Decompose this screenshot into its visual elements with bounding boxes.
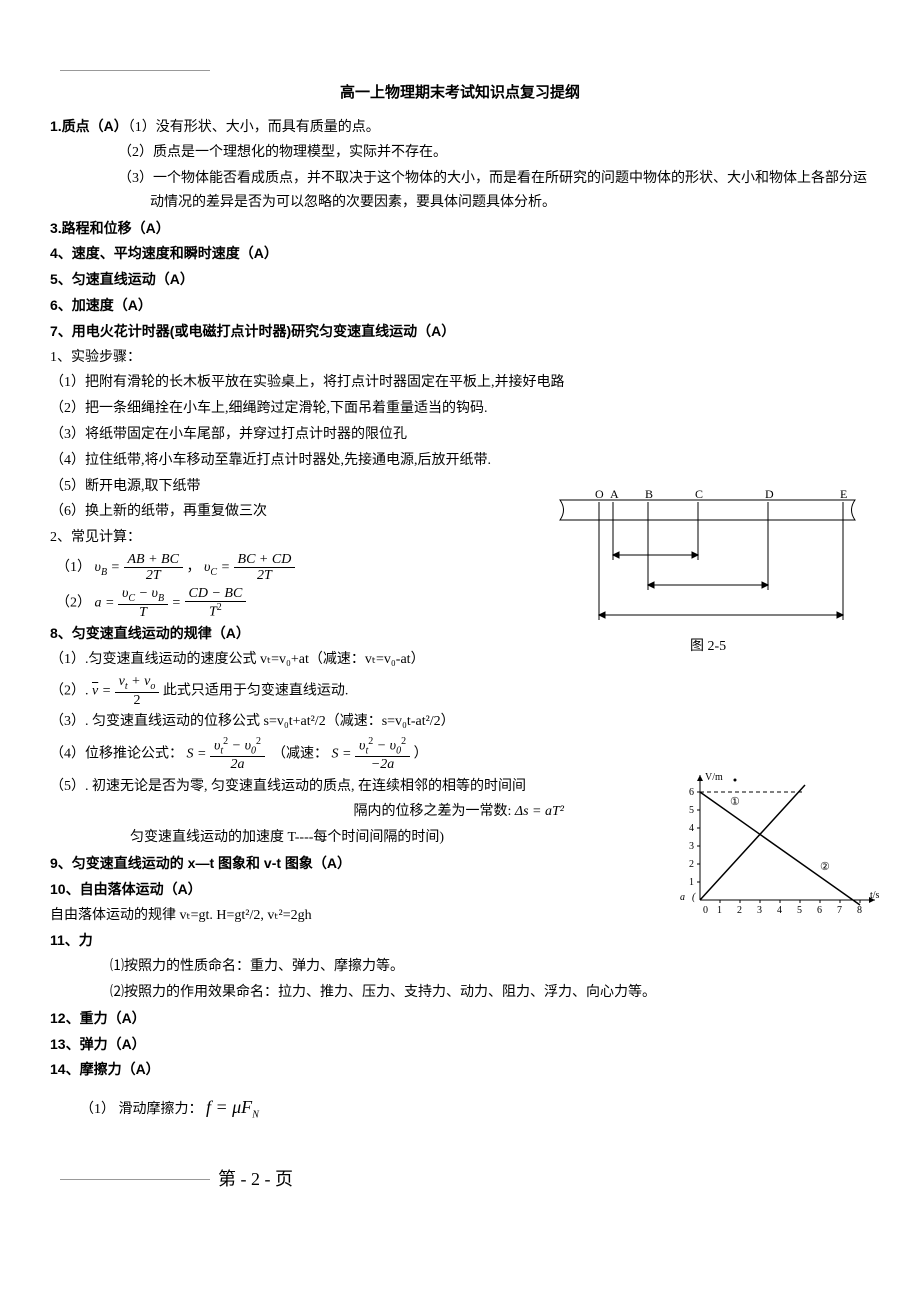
header-rule <box>60 70 210 71</box>
svg-text:1: 1 <box>717 905 722 916</box>
svg-text:B: B <box>645 490 653 501</box>
calc-2-label: （2） <box>56 595 91 610</box>
force-2: ⑵按照力的作用效果命名：拉力、推力、压力、支持力、动力、阻力、浮力、向心力等。 <box>50 981 870 1005</box>
svg-text:6: 6 <box>689 787 694 798</box>
law-5b: 隔内的位移之差为一常数: <box>354 804 512 819</box>
item-12: 12、重力（A） <box>50 1007 870 1031</box>
item-1-p1: （1）没有形状、大小，而具有质量的点。 <box>128 120 380 135</box>
footer-text: 第 - 2 - 页 <box>218 1164 293 1195</box>
svg-text:5: 5 <box>797 905 802 916</box>
svg-text:O: O <box>595 490 604 501</box>
item-1-head: 1.质点（A） <box>50 118 128 134</box>
law-2: （2）. v = vt + vo2 此式只适用于匀变速直线运动. <box>50 674 870 708</box>
svg-text:V/m: V/m <box>705 772 723 783</box>
law-2-lead: （2）. <box>50 683 89 698</box>
footer-rule <box>60 1179 210 1180</box>
svg-text:②: ② <box>820 861 830 873</box>
svg-text:4: 4 <box>777 905 782 916</box>
item-13: 13、弹力（A） <box>50 1033 870 1057</box>
exp-s3: （3）将纸带固定在小车尾部，并穿过打点计时器的限位孔 <box>50 423 870 447</box>
law-4c: ） <box>414 746 428 761</box>
friction-lead: （1） 滑动摩擦力： <box>80 1102 206 1117</box>
svg-text:C: C <box>695 490 703 501</box>
svg-text:6: 6 <box>817 905 822 916</box>
item-4: 4、速度、平均速度和瞬时速度（A） <box>50 242 870 266</box>
item-1-p3: （3）一个物体能否看成质点，并不取决于这个物体的大小，而是看在所研究的问题中物体… <box>50 167 870 215</box>
calc-1-label: （1） <box>56 560 91 575</box>
svg-text:t/s: t/s <box>870 890 880 901</box>
vt-graph: 1 2 3 4 5 6 1 2 3 4 5 6 7 8 0 t/s V/m a … <box>675 770 875 929</box>
law-4a: （4）位移推论公式： <box>50 746 183 761</box>
item-14: 14、摩擦力（A） <box>50 1058 870 1082</box>
page-title: 高一上物理期末考试知识点复习提纲 <box>50 81 870 107</box>
svg-text:2: 2 <box>689 859 694 870</box>
svg-text:a: a <box>680 892 685 903</box>
item-5: 5、匀速直线运动（A） <box>50 268 870 292</box>
law-4b: （减速： <box>272 746 328 761</box>
item-1: 1.质点（A）（1）没有形状、大小，而具有质量的点。 <box>50 115 870 140</box>
item-1-p2: （2）质点是一个理想化的物理模型，实际并不存在。 <box>50 141 870 165</box>
svg-text:8: 8 <box>857 905 862 916</box>
svg-text:D: D <box>765 490 774 501</box>
svg-text:3: 3 <box>757 905 762 916</box>
item-6: 6、加速度（A） <box>50 294 870 318</box>
exp-s2: （2）把一条细绳拴在小车上,细绳跨过定滑轮,下面吊着重量适当的钩码. <box>50 397 870 421</box>
svg-text:①: ① <box>730 796 740 808</box>
svg-text:E: E <box>840 490 847 501</box>
exp-s4: （4）拉住纸带,将小车移动至靠近打点计时器处,先接通电源,后放开纸带. <box>50 449 870 473</box>
friction-line: （1） 滑动摩擦力： f = μFN <box>50 1092 870 1124</box>
svg-text:0: 0 <box>703 905 708 916</box>
svg-text:图 2-5: 图 2-5 <box>690 639 726 654</box>
svg-text:(: ( <box>692 892 696 903</box>
item-11: 11、力 <box>50 929 870 953</box>
svg-text:A: A <box>610 490 619 501</box>
exp-lead: 1、实验步骤： <box>50 346 870 370</box>
force-1: ⑴按照力的性质命名：重力、弹力、摩擦力等。 <box>50 955 870 979</box>
item-7: 7、用电火花计时器(或电磁打点计时器)研究匀变速直线运动（A） <box>50 320 870 344</box>
svg-text:7: 7 <box>837 905 842 916</box>
svg-text:5: 5 <box>689 805 694 816</box>
tape-diagram: O A B C D E 图 2-5 <box>555 490 865 669</box>
svg-text:2: 2 <box>737 905 742 916</box>
law-3: （3）. 匀变速直线运动的位移公式 s=v₀t+at²/2（减速：s=v₀t-a… <box>50 710 870 734</box>
law-5c: Δs = aT² <box>515 804 564 819</box>
svg-text:3: 3 <box>689 841 694 852</box>
law-2-tail: 此式只适用于匀变速直线运动. <box>163 683 349 698</box>
exp-s1: （1）把附有滑轮的长木板平放在实验桌上，将打点计时器固定在平板上,并接好电路 <box>50 371 870 395</box>
svg-text:1: 1 <box>689 877 694 888</box>
item-3: 3.路程和位移（A） <box>50 217 870 241</box>
page-footer: 第 - 2 - 页 <box>50 1164 870 1195</box>
svg-text:4: 4 <box>689 823 694 834</box>
law-4: （4）位移推论公式： S = υt2 − υ022a （减速： S = υt2 … <box>50 736 870 773</box>
law-5a: （5）. 初速无论是否为零, 匀变速直线运动的质点, 在连续相邻的相等的时间间 <box>50 775 550 799</box>
